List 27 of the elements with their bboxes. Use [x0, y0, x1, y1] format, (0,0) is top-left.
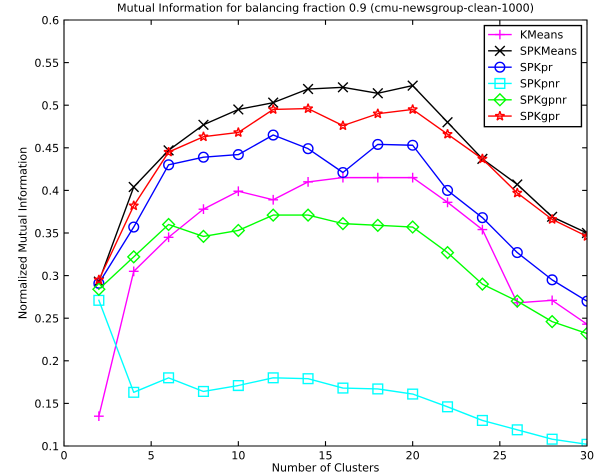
x-tick-label: 15	[320, 451, 332, 460]
x-tick-label: 0	[61, 451, 67, 460]
legend-label: SPKpnr	[520, 79, 560, 90]
legend-label: SPKgpr	[520, 112, 560, 122]
y-tick-label: 0.35	[35, 228, 58, 238]
y-tick-label: 0.3	[42, 272, 58, 280]
y-tick-label: 0.5	[42, 101, 58, 110]
y-axis-title: Normalized Mutual Information	[18, 148, 27, 318]
x-tick-label: 10	[232, 451, 245, 460]
y-tick-label: 0.2	[42, 356, 58, 366]
y-tick-label: 0.55	[35, 58, 58, 67]
x-axis-title: Number of Clusters	[272, 463, 379, 472]
legend-label: SPKMeans	[520, 46, 576, 55]
y-tick-label: 0.6	[42, 16, 58, 24]
legend-label: KMeans	[520, 30, 563, 39]
chart-title: Mutual Information for balancing fraction 0.9 (cmu-newsgroup-clean-1000)	[118, 3, 534, 14]
y-tick-label: 0.25	[35, 314, 58, 323]
legend-label: SPKpr	[520, 62, 553, 74]
y-tick-label: 0.1	[42, 442, 58, 450]
x-tick-label: 30	[580, 451, 594, 460]
y-tick-label: 0.4	[42, 186, 59, 195]
y-tick-label: 0.15	[35, 399, 58, 408]
y-tick-label: 0.45	[35, 144, 58, 152]
x-tick-label: 25	[494, 451, 506, 460]
legend-label: SPKgpnr	[520, 95, 567, 106]
x-tick-label: 20	[406, 451, 419, 460]
x-tick-label: 5	[148, 451, 154, 460]
